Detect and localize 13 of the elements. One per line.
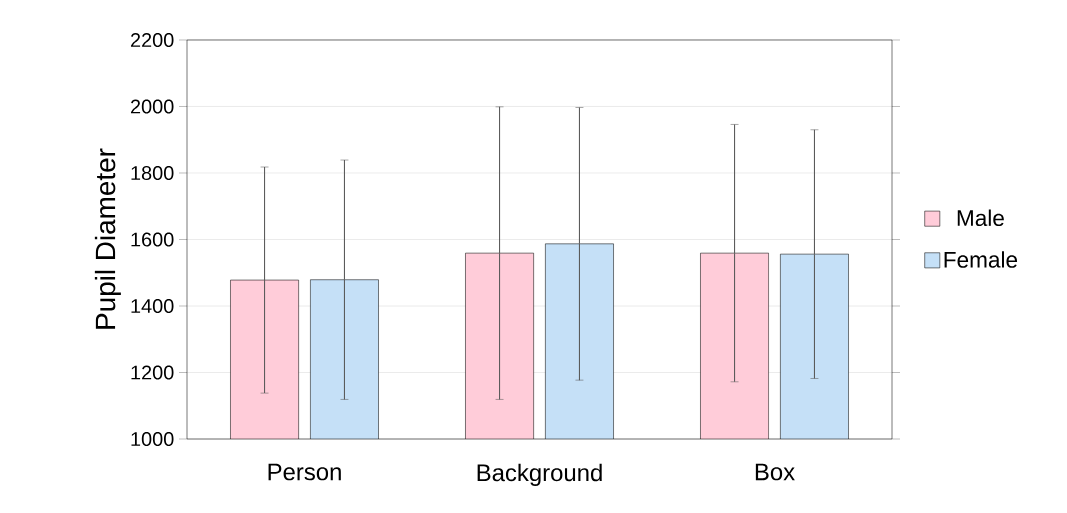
y-tick-label: 1200 xyxy=(131,365,174,380)
x-tick-label: Box xyxy=(755,463,795,481)
legend-label: Female xyxy=(944,251,1018,268)
y-tick-label: 2200 xyxy=(130,32,174,48)
y-tick-label: 1000 xyxy=(131,431,174,447)
x-tick-label: Person xyxy=(268,463,341,481)
y-axis-title: Pupil Diameter xyxy=(94,148,121,329)
legend-label: Male xyxy=(957,209,1004,227)
y-tick-label: 1600 xyxy=(131,232,174,247)
y-tick-label: 1800 xyxy=(131,165,174,181)
y-tick-label: 1400 xyxy=(131,298,174,314)
x-tick-label: Background xyxy=(477,463,602,486)
y-tick-label: 2000 xyxy=(130,99,174,114)
